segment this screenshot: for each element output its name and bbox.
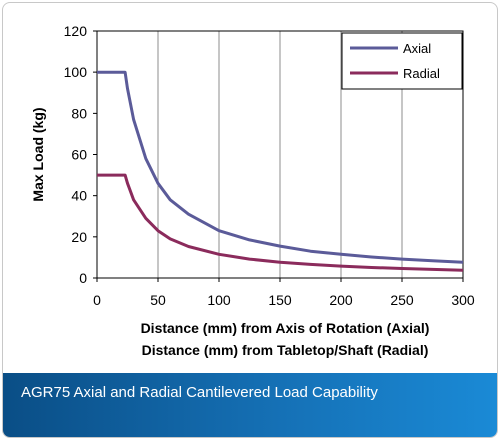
y-tick-label: 20 [71, 229, 87, 245]
chart-caption: AGR75 Axial and Radial Cantilevered Load… [3, 373, 497, 437]
series-line-radial [97, 173, 464, 272]
y-tick-label: 120 [64, 23, 88, 39]
legend-box [341, 32, 463, 90]
x-tick-label: 0 [93, 292, 101, 308]
y-axis-label: Max Load (kg) [30, 107, 46, 201]
legend-label-axial: Axial [403, 41, 431, 56]
chart: 0 20 40 60 80 100 120 0 50 100 150 200 250 300 Axial Ra… [30, 23, 475, 358]
series-line-axial [97, 70, 464, 264]
x-tick-label: 300 [451, 292, 475, 308]
y-tick-label: 40 [71, 188, 87, 204]
x-tick-label: 100 [207, 292, 231, 308]
y-tick-label: 80 [71, 105, 87, 121]
y-tick-label: 60 [71, 147, 87, 163]
x-tick-label: 250 [390, 292, 414, 308]
x-axis-label-line-2: Distance (mm) from Tabletop/Shaft (Radia… [142, 342, 429, 358]
legend-label-radial: Radial [403, 66, 440, 81]
y-tick-label: 0 [79, 270, 87, 286]
x-tick-label: 50 [150, 292, 166, 308]
x-tick-label: 150 [268, 292, 292, 308]
x-tick-label: 200 [329, 292, 353, 308]
y-tick-label: 100 [64, 64, 88, 80]
x-axis-label-line-1: Distance (mm) from Axis of Rotation (Axi… [141, 320, 430, 336]
